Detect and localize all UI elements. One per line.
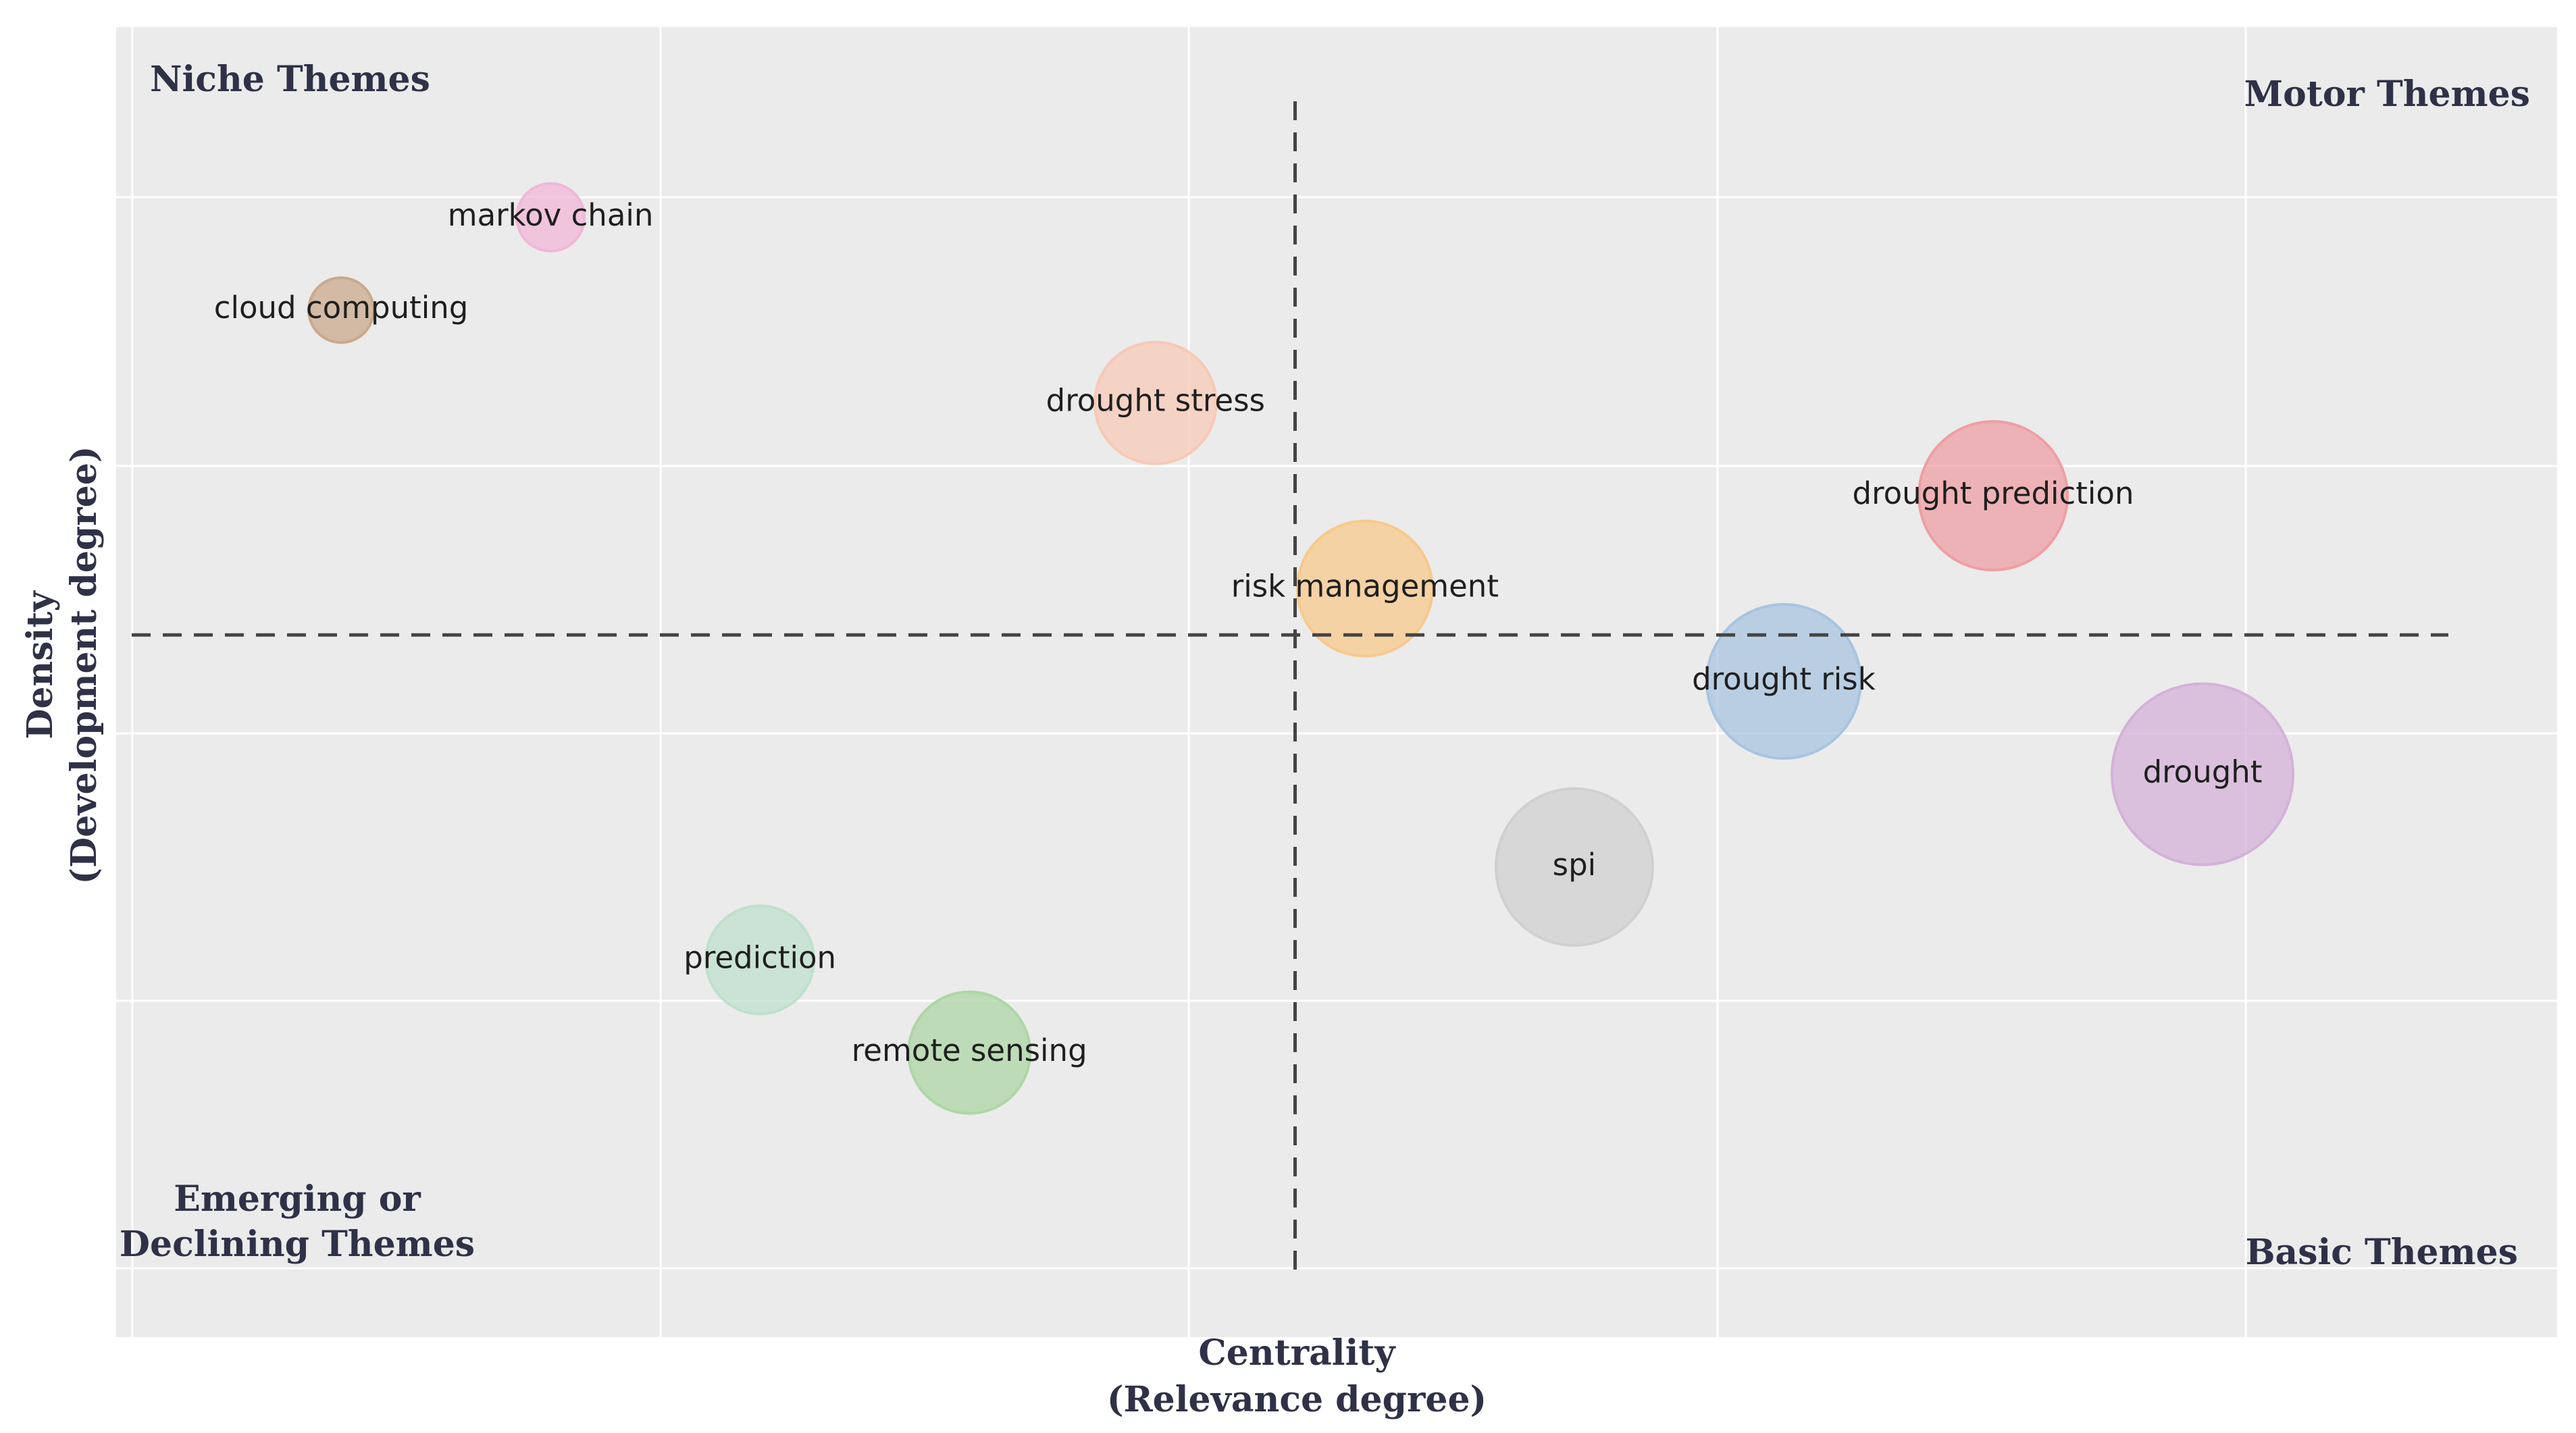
- bubble-label-spi: spi: [1553, 847, 1597, 883]
- y-axis-title-line-1: Density: [20, 590, 61, 739]
- bubble-remote-sensing: [907, 990, 1032, 1115]
- quadrant-emerging-line-2: Declining Themes: [120, 1224, 475, 1265]
- bubble-drought: [2111, 682, 2295, 866]
- bubble-spi: [1494, 787, 1654, 947]
- x-axis-title-line-1: Centrality: [1198, 1332, 1396, 1374]
- bubble-drought-stress: [1093, 340, 1218, 465]
- bubble-markov-chain: [515, 182, 586, 253]
- bubble-label-drought-stress: drought stress: [1046, 383, 1265, 419]
- y-axis-title-line-2: (Development degree): [63, 446, 105, 885]
- bubble-prediction: [704, 904, 816, 1016]
- bubble-label-markov-chain: markov chain: [448, 197, 654, 233]
- bubble-label-cloud-computing: cloud computing: [214, 290, 469, 325]
- x-axis-title-line-2: (Relevance degree): [1107, 1379, 1487, 1420]
- bubble-label-prediction: prediction: [684, 939, 836, 975]
- quadrant-emerging-line-1: Emerging or: [174, 1178, 421, 1220]
- bubble-drought-risk: [1705, 603, 1862, 760]
- bubble-label-drought: drought: [2143, 754, 2263, 789]
- quadrant-motor-themes: Motor Themes: [2244, 74, 2530, 115]
- bubble-label-drought-prediction: drought prediction: [1853, 475, 2134, 511]
- bubble-layer: [307, 182, 2295, 1115]
- bubble-risk-management: [1295, 519, 1434, 658]
- quadrant-niche-themes: Niche Themes: [150, 59, 430, 100]
- bubble-label-remote-sensing: remote sensing: [852, 1033, 1087, 1068]
- quadrant-basic-themes: Basic Themes: [2246, 1232, 2518, 1273]
- bubble-label-drought-risk: drought risk: [1692, 661, 1876, 697]
- bubble-drought-prediction: [1917, 420, 2069, 572]
- grid-lines: [116, 27, 2557, 1337]
- plot-background: [116, 27, 2557, 1337]
- bubble-label-risk-management: risk management: [1231, 569, 1499, 604]
- reference-lines: [132, 101, 2448, 1270]
- bubble-labels: markov chain cloud computing drought stres…: [214, 197, 2263, 1068]
- bubble-cloud-computing: [307, 276, 376, 344]
